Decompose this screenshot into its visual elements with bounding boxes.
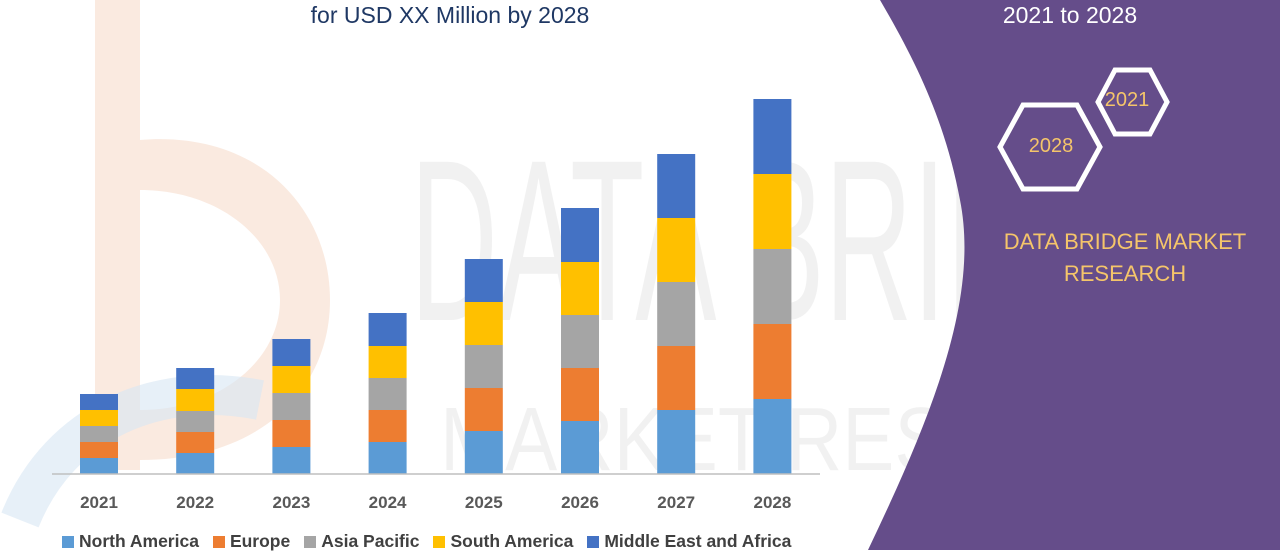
bar-segment-2028-asia-pacific <box>753 249 792 324</box>
bar-chart: 2021 2022 2023 2024 2025 2026 2027 2028 <box>52 99 820 512</box>
chart-title: for USD XX Million by 2028 <box>310 2 590 28</box>
bar-segment-2021-south-america <box>80 410 118 426</box>
bar-segment-2021-europe <box>80 442 118 458</box>
bar-segment-2027-north-america <box>657 410 696 474</box>
bar-segment-2022-europe <box>176 432 215 453</box>
bar-segment-2023-middle-east-and-africa <box>272 339 311 366</box>
hexagon-end-label: 2028 <box>1028 135 1074 157</box>
bar-segment-2023-asia-pacific <box>272 393 311 420</box>
legend-swatch <box>304 535 317 548</box>
legend-label: North America <box>79 531 199 551</box>
bar-segment-2028-north-america <box>753 399 792 474</box>
hexagon-start-icon <box>1095 67 1170 137</box>
bar-segment-2025-middle-east-and-africa <box>464 259 503 302</box>
bar-segment-2022-asia-pacific <box>176 411 215 432</box>
legend-label: South America <box>450 531 574 551</box>
legend-swatch <box>62 535 74 548</box>
legend-item: Middle East and Africa <box>587 531 791 552</box>
x-tick-label: 2025 <box>465 493 503 512</box>
bar-segment-2021-north-america <box>80 458 118 474</box>
legend-label: Asia Pacific <box>321 531 420 551</box>
bar-segment-2026-south-america <box>561 262 599 315</box>
legend-item: Asia Pacific <box>304 531 419 552</box>
x-tick-label: 2021 <box>80 493 118 512</box>
legend: North America Europe Asia Pacific South Ame… <box>62 531 791 552</box>
legend-item: North America <box>62 531 199 552</box>
x-tick-label: 2027 <box>657 493 695 512</box>
bar-segment-2022-south-america <box>176 389 215 411</box>
bar-segment-2024-middle-east-and-africa <box>368 313 407 346</box>
bar-segment-2025-north-america <box>464 431 503 474</box>
legend-swatch <box>212 535 225 548</box>
legend-swatch <box>587 535 600 548</box>
legend-item: South America <box>433 531 573 552</box>
bar-segment-2026-asia-pacific <box>561 315 599 368</box>
bar-segment-2027-europe <box>657 346 696 410</box>
bar-segment-2028-south-america <box>753 174 792 249</box>
forecast-period: 2021 to 2028 <box>1002 2 1138 28</box>
hexagon-end-icon <box>997 102 1103 192</box>
bar-segment-2021-asia-pacific <box>80 426 118 442</box>
legend-swatch <box>433 535 446 548</box>
bar-segment-2027-middle-east-and-africa <box>657 154 696 218</box>
bar-segment-2028-europe <box>753 324 792 399</box>
bar-segment-2026-middle-east-and-africa <box>561 208 599 262</box>
bar-segment-2024-europe <box>368 410 407 442</box>
x-tick-label: 2024 <box>369 493 407 512</box>
bar-segment-2024-north-america <box>368 442 407 474</box>
bar-segment-2025-asia-pacific <box>464 345 503 388</box>
bar-segment-2024-asia-pacific <box>368 378 407 410</box>
x-tick-label: 2026 <box>561 493 599 512</box>
bar-segment-2023-europe <box>272 420 311 447</box>
bar-segment-2021-middle-east-and-africa <box>80 394 118 410</box>
legend-item: Europe <box>212 531 291 552</box>
brand-name: DATA BRIDGE MARKET RESEARCH <box>1003 229 1247 286</box>
x-tick-label: 2023 <box>272 493 310 512</box>
bar-segment-2026-europe <box>561 368 599 421</box>
bar-segment-2027-south-america <box>657 218 696 282</box>
legend-label: Europe <box>229 531 291 551</box>
x-tick-label: 2028 <box>753 493 791 512</box>
bar-segment-2025-south-america <box>464 302 503 345</box>
bar-segment-2022-middle-east-and-africa <box>176 368 215 389</box>
bar-segment-2024-south-america <box>368 346 407 378</box>
bar-segment-2025-europe <box>464 388 503 431</box>
x-tick-label: 2022 <box>176 493 214 512</box>
bar-segment-2022-north-america <box>176 453 215 474</box>
legend-label: Middle East and Africa <box>604 531 792 551</box>
bar-segment-2023-north-america <box>272 447 311 474</box>
hexagon-start-label: 2021 <box>1104 89 1150 111</box>
bar-segment-2027-asia-pacific <box>657 282 696 346</box>
bar-segment-2026-north-america <box>561 421 599 474</box>
bar-segment-2023-south-america <box>272 366 311 393</box>
bar-segment-2028-middle-east-and-africa <box>753 99 792 174</box>
